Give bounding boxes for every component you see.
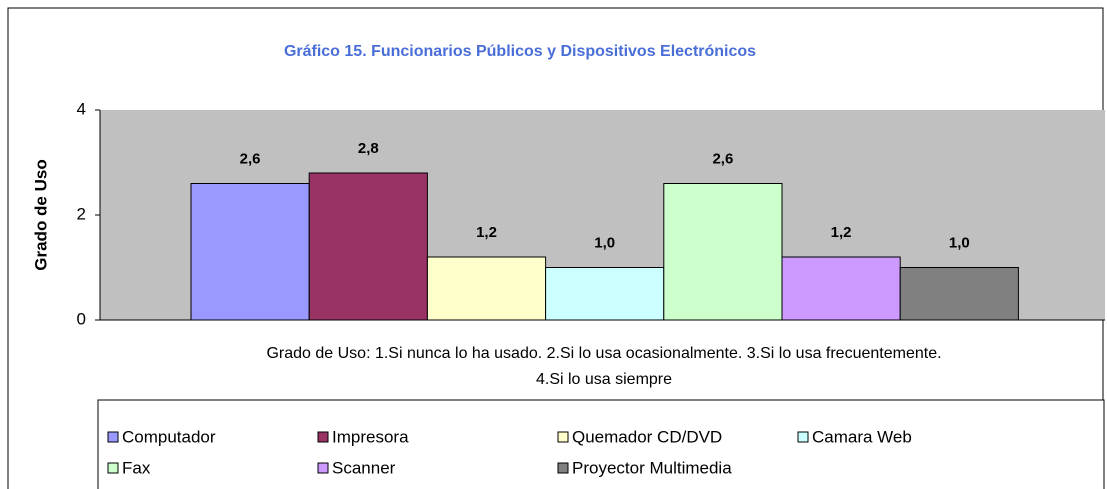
x-axis-label: 4.Si lo usa siempre xyxy=(536,371,672,388)
legend-box xyxy=(97,399,1105,489)
bar xyxy=(308,172,428,321)
data-label: 2,8 xyxy=(358,140,379,157)
bar xyxy=(899,267,1019,321)
legend-swatch xyxy=(107,431,119,443)
y-tick-label: 4 xyxy=(77,99,86,118)
data-label: 2,6 xyxy=(240,150,261,167)
chart-title: Gráfico 15. Funcionarios Públicos y Disp… xyxy=(284,43,756,60)
legend-label: Camara Web xyxy=(812,427,912,446)
legend-label: Scanner xyxy=(332,458,396,477)
legend-label: Computador xyxy=(122,427,216,446)
data-label: 1,2 xyxy=(476,224,497,241)
legend-swatch xyxy=(317,431,329,443)
legend-swatch xyxy=(107,462,119,474)
legend-label: Proyector Multimedia xyxy=(572,458,732,477)
bar xyxy=(190,183,310,321)
legend-label: Impresora xyxy=(332,427,409,446)
legend-swatch xyxy=(317,462,329,474)
y-tick-label: 2 xyxy=(77,204,86,223)
legend-swatch xyxy=(557,462,569,474)
bar xyxy=(781,256,901,321)
legend-swatch xyxy=(557,431,569,443)
legend-swatch xyxy=(797,431,809,443)
x-axis-label: Grado de Uso: 1.Si nunca lo ha usado. 2.… xyxy=(266,345,941,362)
legend-label: Fax xyxy=(122,458,151,477)
data-label: 1,2 xyxy=(831,224,852,241)
data-label: 1,0 xyxy=(594,234,615,251)
bar xyxy=(426,256,547,321)
data-label: 2,6 xyxy=(712,150,733,167)
bar xyxy=(545,267,665,321)
y-tick-label: 0 xyxy=(77,309,86,328)
data-label: 1,0 xyxy=(949,234,970,251)
bar xyxy=(663,183,783,321)
legend-label: Quemador CD/DVD xyxy=(572,427,722,446)
y-axis-label: Grado de Uso xyxy=(31,159,50,270)
